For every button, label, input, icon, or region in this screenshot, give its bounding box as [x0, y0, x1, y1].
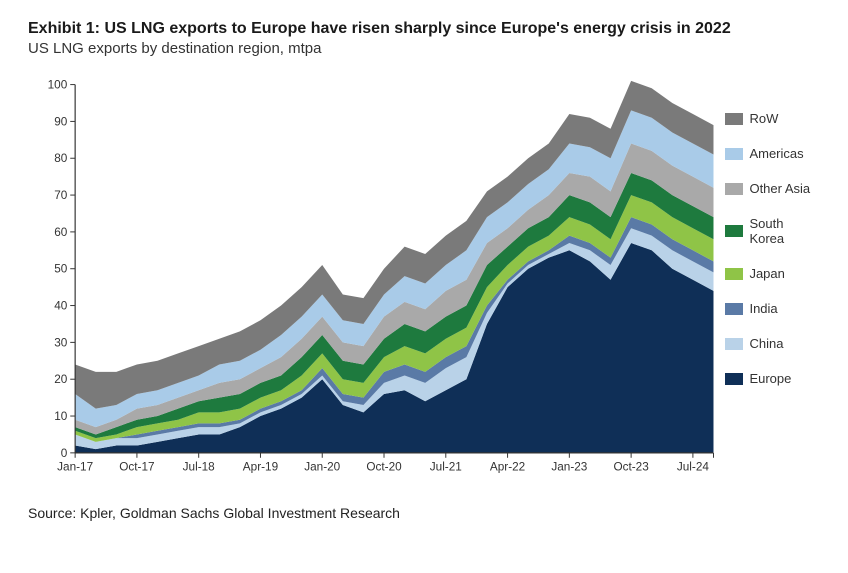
x-tick-label: Jan-23 — [551, 461, 587, 474]
y-tick-label: 100 — [48, 79, 68, 92]
legend-item-japan: Japan — [725, 266, 820, 281]
y-tick-label: 20 — [54, 373, 68, 386]
x-tick-label: Oct-23 — [613, 461, 649, 474]
legend-item-americas: Americas — [725, 146, 820, 161]
legend-label: Americas — [749, 146, 803, 161]
legend-label: India — [749, 301, 777, 316]
y-tick-label: 10 — [54, 410, 68, 423]
legend-swatch — [725, 338, 743, 350]
chart-area: 0 10 20 30 40 50 60 70 80 90 100 Jan-17 Oct-17 Jul-18… — [28, 71, 820, 491]
legend-swatch — [725, 373, 743, 385]
legend-item-europe: Europe — [725, 371, 820, 386]
chart-title: Exhibit 1: US LNG exports to Europe have… — [28, 20, 820, 38]
legend-swatch — [725, 183, 743, 195]
legend-item-china: China — [725, 336, 820, 351]
legend-swatch — [725, 113, 743, 125]
x-tick-label: Jul-21 — [430, 461, 462, 474]
exhibit-container: Exhibit 1: US LNG exports to Europe have… — [0, 0, 848, 573]
legend-swatch — [725, 268, 743, 280]
legend-label: Other Asia — [749, 181, 810, 196]
legend-item-other-asia: Other Asia — [725, 181, 820, 196]
chart-subtitle: US LNG exports by destination region, mt… — [28, 40, 820, 57]
legend-swatch — [725, 303, 743, 315]
x-tick-label: Oct-17 — [119, 461, 154, 474]
chart-legend: RoW Americas Other Asia South Korea Japan Ind… — [715, 71, 820, 396]
legend-item-south-korea: South Korea — [725, 216, 820, 246]
y-tick-label: 50 — [54, 263, 68, 276]
chart-source: Source: Kpler, Goldman Sachs Global Inve… — [28, 505, 820, 521]
legend-swatch — [725, 148, 743, 160]
y-tick-label: 60 — [54, 226, 68, 239]
legend-label: Europe — [749, 371, 791, 386]
legend-label: China — [749, 336, 783, 351]
x-tick-label: Apr-19 — [243, 461, 278, 474]
y-tick-label: 0 — [61, 447, 68, 460]
legend-item-india: India — [725, 301, 820, 316]
legend-item-row: RoW — [725, 111, 820, 126]
x-tick-label: Oct-20 — [366, 461, 402, 474]
y-tick-label: 80 — [54, 152, 68, 165]
y-tick-label: 70 — [54, 189, 68, 202]
stacked-area-chart: 0 10 20 30 40 50 60 70 80 90 100 Jan-17 Oct-17 Jul-18… — [28, 71, 715, 491]
y-tick-label: 40 — [54, 299, 68, 312]
legend-swatch — [725, 225, 743, 237]
legend-label: Japan — [749, 266, 784, 281]
x-tick-label: Apr-22 — [490, 461, 525, 474]
legend-label: RoW — [749, 111, 778, 126]
y-tick-label: 30 — [54, 336, 68, 349]
x-tick-label: Jan-20 — [304, 461, 340, 474]
x-tick-label: Jul-24 — [677, 461, 710, 474]
x-tick-label: Jan-17 — [57, 461, 93, 474]
x-tick-label: Jul-18 — [183, 461, 216, 474]
legend-label: South Korea — [749, 216, 820, 246]
y-tick-label: 90 — [54, 115, 68, 128]
